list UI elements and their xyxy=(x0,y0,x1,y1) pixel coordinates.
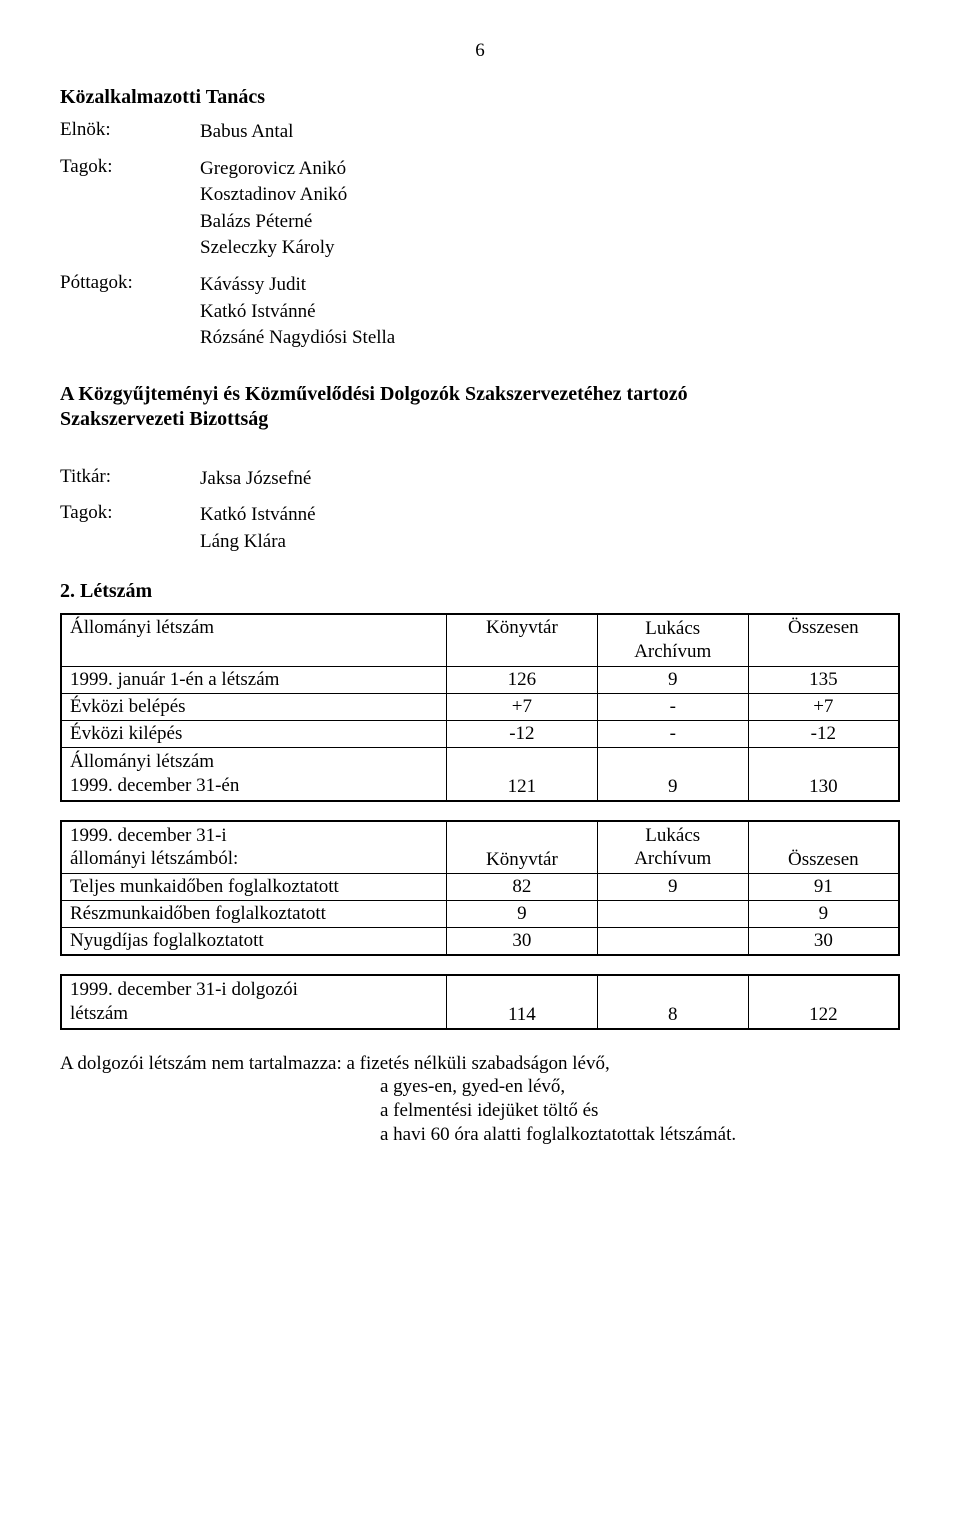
cell: 30 xyxy=(446,928,597,956)
cell xyxy=(597,928,748,956)
closing-lead: A dolgozói létszám nem tartalmazza: a fi… xyxy=(60,1053,610,1074)
committee1-title: Közalkalmazotti Tanács xyxy=(60,86,900,109)
cell: 122 xyxy=(748,975,899,1029)
cell: +7 xyxy=(748,694,899,721)
th-konyvtar: Könyvtár xyxy=(446,821,597,874)
cell: 135 xyxy=(748,667,899,694)
table-header-row: Állományi létszám Könyvtár Lukács Archív… xyxy=(61,614,899,667)
name: Katkó Istvánné xyxy=(200,299,900,326)
cell-label: 1999. december 31-i dolgozói létszám xyxy=(61,975,446,1029)
cell: 91 xyxy=(748,874,899,901)
closing-line: a havi 60 óra alatti foglalkoztatottak l… xyxy=(380,1123,900,1147)
table-row: 1999. december 31-i dolgozói létszám 114… xyxy=(61,975,899,1029)
name: Balázs Péterné xyxy=(200,209,900,236)
name: Katkó Istvánné xyxy=(200,502,900,529)
cell-label: Nyugdíjas foglalkoztatott xyxy=(61,928,446,956)
role-values-titkar: Jaksa Józsefné xyxy=(200,466,900,493)
cell: 9 xyxy=(597,874,748,901)
cell: 126 xyxy=(446,667,597,694)
cell: 30 xyxy=(748,928,899,956)
role-label-pottagok: Póttagok: xyxy=(60,272,200,294)
cell: 9 xyxy=(597,748,748,801)
cell: 9 xyxy=(446,901,597,928)
closing-paragraph: A dolgozói létszám nem tartalmazza: a fi… xyxy=(60,1052,900,1147)
closing-line: a gyes-en, gyed-en lévő, xyxy=(380,1075,900,1099)
name: Kosztadinov Anikó xyxy=(200,182,900,209)
cell: - xyxy=(597,694,748,721)
role-label-titkar: Titkár: xyxy=(60,466,200,488)
cell: 130 xyxy=(748,748,899,801)
cell: 8 xyxy=(597,975,748,1029)
cell: -12 xyxy=(446,721,597,748)
table-letszam-3: 1999. december 31-i dolgozói létszám 114… xyxy=(60,974,900,1030)
committee2-title-line1: A Közgyűjteményi és Közművelődési Dolgoz… xyxy=(60,383,688,405)
role-values-elnok: Babus Antal xyxy=(200,119,900,146)
table-row: Évközi kilépés -12 - -12 xyxy=(61,721,899,748)
role-label-tagok2: Tagok: xyxy=(60,502,200,524)
role-values-tagok: Gregorovicz Anikó Kosztadinov Anikó Balá… xyxy=(200,156,900,262)
th-lukacs: Lukács Archívum xyxy=(597,614,748,667)
cell-label: Évközi belépés xyxy=(61,694,446,721)
table-row: Évközi belépés +7 - +7 xyxy=(61,694,899,721)
page-number: 6 xyxy=(60,40,900,62)
cell: 82 xyxy=(446,874,597,901)
role-values-tagok2: Katkó Istvánné Láng Klára xyxy=(200,502,900,555)
heading-letszam: 2. Létszám xyxy=(60,580,900,603)
committee2-tagok-row: Tagok: Katkó Istvánné Láng Klára xyxy=(60,502,900,555)
name: Jaksa Józsefné xyxy=(200,466,900,493)
th-osszesen: Összesen xyxy=(748,614,899,667)
role-label-elnok: Elnök: xyxy=(60,119,200,141)
cell-label: Teljes munkaidőben foglalkoztatott xyxy=(61,874,446,901)
committee1-elnok-row: Elnök: Babus Antal xyxy=(60,119,900,146)
name: Rózsáné Nagydiósi Stella xyxy=(200,325,900,352)
role-label-tagok: Tagok: xyxy=(60,156,200,178)
table-row: Nyugdíjas foglalkoztatott 30 30 xyxy=(61,928,899,956)
cell: 9 xyxy=(597,667,748,694)
table-row: Teljes munkaidőben foglalkoztatott 82 9 … xyxy=(61,874,899,901)
cell: -12 xyxy=(748,721,899,748)
th-konyvtar: Könyvtár xyxy=(446,614,597,667)
name: Babus Antal xyxy=(200,119,900,146)
table-header-row: 1999. december 31-i állományi létszámból… xyxy=(61,821,899,874)
role-values-pottagok: Kávássy Judit Katkó Istvánné Rózsáné Nag… xyxy=(200,272,900,352)
table-row: Részmunkaidőben foglalkoztatott 9 9 xyxy=(61,901,899,928)
cell xyxy=(597,901,748,928)
cell: 9 xyxy=(748,901,899,928)
cell-label: Állományi létszám 1999. december 31-én xyxy=(61,748,446,801)
cell: +7 xyxy=(446,694,597,721)
committee1-pottagok-row: Póttagok: Kávássy Judit Katkó Istvánné R… xyxy=(60,272,900,352)
th-lukacs: Lukács Archívum xyxy=(597,821,748,874)
name: Láng Klára xyxy=(200,529,900,556)
closing-line: a felmentési idejüket töltő és xyxy=(380,1099,900,1123)
committee2-title: A Közgyűjteményi és Közművelődési Dolgoz… xyxy=(60,382,900,432)
name: Kávássy Judit xyxy=(200,272,900,299)
table-row: Állományi létszám 1999. december 31-én 1… xyxy=(61,748,899,801)
name: Szeleczky Károly xyxy=(200,235,900,262)
committee2-titkar-row: Titkár: Jaksa Józsefné xyxy=(60,466,900,493)
cell: 121 xyxy=(446,748,597,801)
cell-label: 1999. január 1-én a létszám xyxy=(61,667,446,694)
table-letszam-1: Állományi létszám Könyvtár Lukács Archív… xyxy=(60,613,900,802)
committee1-tagok-row: Tagok: Gregorovicz Anikó Kosztadinov Ani… xyxy=(60,156,900,262)
table-row: 1999. január 1-én a létszám 126 9 135 xyxy=(61,667,899,694)
cell: 114 xyxy=(446,975,597,1029)
th-osszesen: Összesen xyxy=(748,821,899,874)
name: Gregorovicz Anikó xyxy=(200,156,900,183)
cell-label: Évközi kilépés xyxy=(61,721,446,748)
th-dec31: 1999. december 31-i állományi létszámból… xyxy=(61,821,446,874)
th-allomanyi: Állományi létszám xyxy=(61,614,446,667)
cell-label: Részmunkaidőben foglalkoztatott xyxy=(61,901,446,928)
committee2-title-line2: Szakszervezeti Bizottság xyxy=(60,408,268,430)
table-letszam-2: 1999. december 31-i állományi létszámból… xyxy=(60,820,900,957)
cell: - xyxy=(597,721,748,748)
